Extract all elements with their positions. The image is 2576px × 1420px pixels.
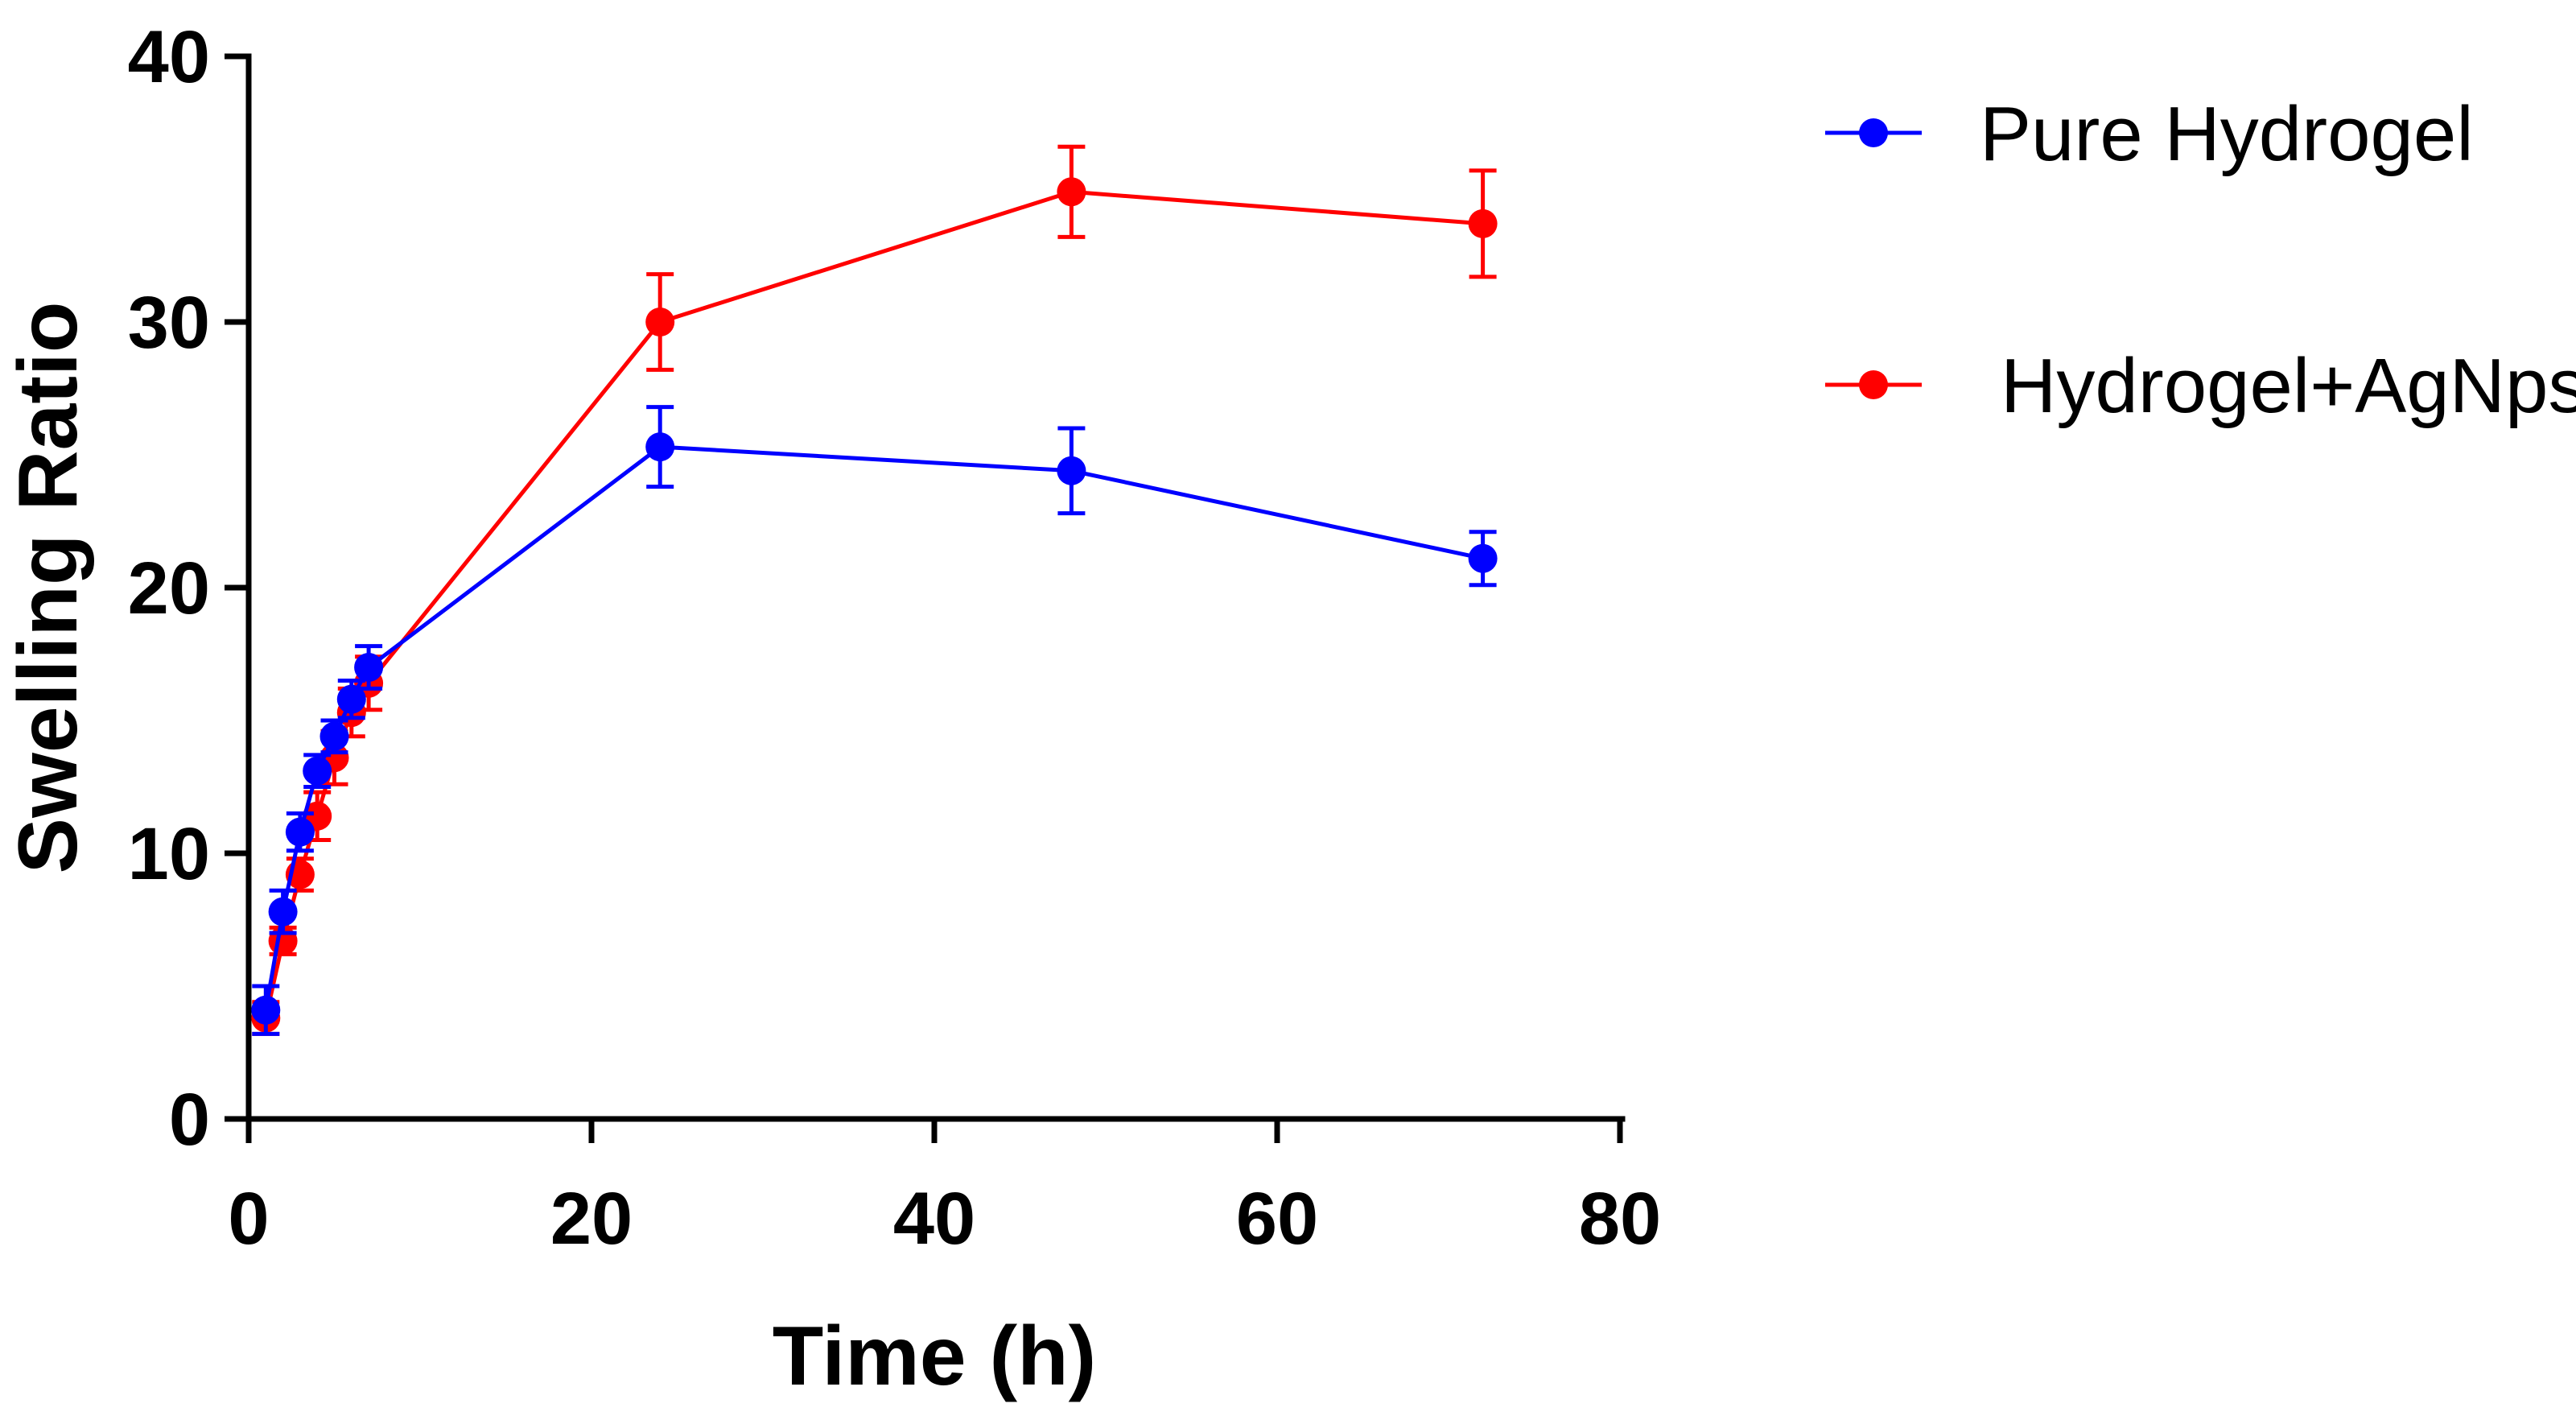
legend-marker <box>1859 118 1888 147</box>
x-tick-label: 20 <box>550 1178 633 1260</box>
data-point <box>1468 543 1498 573</box>
series-hydrogel-agnps <box>251 144 1498 1036</box>
legend-item-pure-hydrogel: Pure Hydrogel <box>1825 91 2474 177</box>
data-point <box>354 653 384 682</box>
y-tick-label: 0 <box>169 1079 210 1161</box>
data-point <box>1057 177 1086 207</box>
legend-label: Hydrogel+AgNps <box>2001 343 2576 429</box>
legend-marker <box>1859 370 1888 399</box>
legend: Pure Hydrogel Hydrogel+AgNps <box>1825 91 2576 429</box>
axes <box>245 53 1626 1122</box>
y-tick-label: 30 <box>128 282 210 364</box>
data-point <box>1057 456 1086 485</box>
data-point <box>251 995 281 1025</box>
legend-label: Pure Hydrogel <box>1980 91 2474 177</box>
y-axis-ticks: 0 10 20 30 40 <box>128 16 249 1161</box>
series-layer <box>251 144 1498 1036</box>
series-pure-hydrogel <box>251 405 1498 1036</box>
x-tick-label: 0 <box>228 1178 269 1260</box>
y-tick-label: 10 <box>128 813 210 895</box>
data-point <box>285 817 315 847</box>
x-axis-ticks: 0 20 40 60 80 <box>228 1119 1661 1260</box>
data-point <box>268 897 298 927</box>
data-point <box>303 756 332 786</box>
y-tick-label: 40 <box>128 16 210 98</box>
legend-item-hydrogel-agnps: Hydrogel+AgNps <box>1825 343 2576 429</box>
x-tick-label: 60 <box>1236 1178 1318 1260</box>
data-point <box>319 721 349 751</box>
data-point <box>1468 208 1498 238</box>
x-axis-title: Time (h) <box>773 1310 1097 1403</box>
y-tick-label: 20 <box>128 547 210 630</box>
data-point <box>336 684 366 714</box>
x-tick-label: 40 <box>893 1178 975 1260</box>
y-axis-title: Swelling Ratio <box>2 302 95 874</box>
data-point <box>645 432 675 462</box>
data-point <box>645 308 675 336</box>
series-line <box>263 444 1484 1011</box>
x-tick-label: 80 <box>1579 1178 1661 1260</box>
